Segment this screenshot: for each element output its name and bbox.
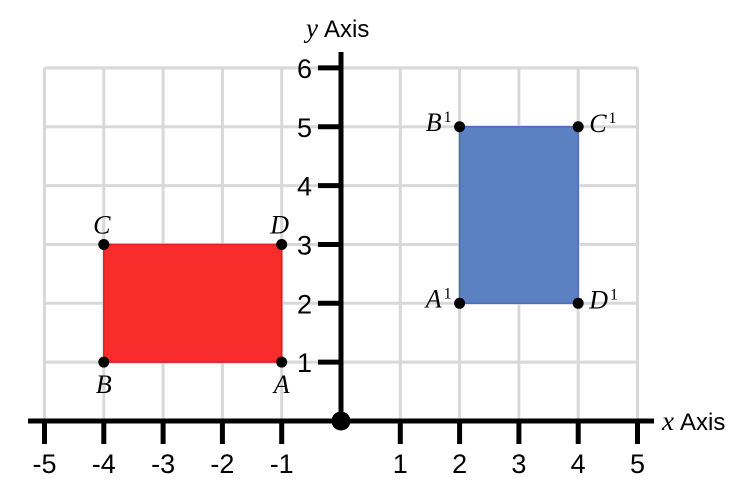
x-tick-label--1: -1 <box>270 449 294 479</box>
x-tick-label-4: 4 <box>571 449 586 479</box>
point-dot-a <box>276 356 288 368</box>
point-dot-d <box>276 238 288 250</box>
y-axis-title: y Axis <box>303 13 369 43</box>
point-dot-c1 <box>572 121 584 133</box>
x-tick-label-1: 1 <box>393 449 408 479</box>
point-label-d: D <box>269 210 289 239</box>
y-tick-label-1: 1 <box>297 348 312 378</box>
point-label-c: C <box>93 210 111 239</box>
point-dot-a1 <box>454 297 466 309</box>
x-tick-label-2: 2 <box>452 449 467 479</box>
x-tick-label-5: 5 <box>630 449 645 479</box>
y-tick-label-5: 5 <box>297 113 312 143</box>
y-tick-label-6: 6 <box>297 54 312 84</box>
x-tick-label--3: -3 <box>151 449 175 479</box>
blue-rectangle <box>458 126 579 305</box>
point-dot-b <box>98 356 110 368</box>
x-tick-label-3: 3 <box>511 449 526 479</box>
y-tick-label-3: 3 <box>297 230 312 260</box>
x-tick-label--4: -4 <box>92 449 116 479</box>
point-dot-c <box>98 238 110 250</box>
origin-dot <box>331 411 351 431</box>
x-axis-title: x Axis <box>661 406 725 436</box>
point-label-a: A <box>272 370 290 399</box>
y-tick-label-4: 4 <box>297 172 312 202</box>
point-dot-b1 <box>454 121 466 133</box>
point-label-b: B <box>96 370 112 399</box>
x-tick-label--5: -5 <box>32 449 56 479</box>
point-dot-d1 <box>572 297 584 309</box>
x-tick-label--2: -2 <box>210 449 234 479</box>
y-tick-label-2: 2 <box>297 289 312 319</box>
red-rectangle <box>103 243 283 363</box>
